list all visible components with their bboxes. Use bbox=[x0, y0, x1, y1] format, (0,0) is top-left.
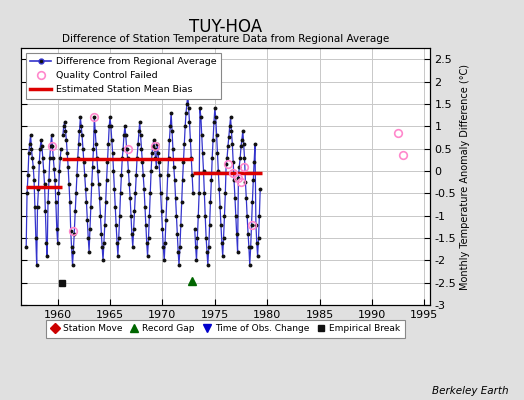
Legend: Difference from Regional Average, Quality Control Failed, Estimated Station Mean: Difference from Regional Average, Qualit… bbox=[26, 53, 221, 99]
Text: Berkeley Earth: Berkeley Earth bbox=[432, 386, 508, 396]
Text: Difference of Station Temperature Data from Regional Average: Difference of Station Temperature Data f… bbox=[62, 34, 389, 44]
Legend: Station Move, Record Gap, Time of Obs. Change, Empirical Break: Station Move, Record Gap, Time of Obs. C… bbox=[46, 320, 405, 338]
Y-axis label: Monthly Temperature Anomaly Difference (°C): Monthly Temperature Anomaly Difference (… bbox=[461, 64, 471, 290]
Text: TUY-HOA: TUY-HOA bbox=[189, 18, 262, 36]
